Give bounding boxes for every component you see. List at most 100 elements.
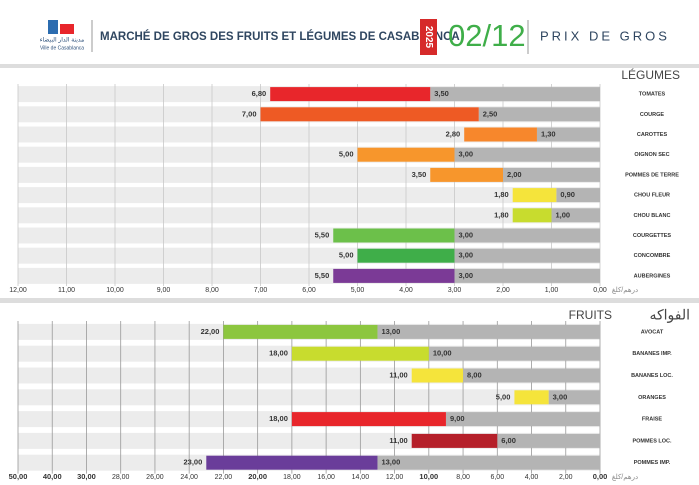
category-label: POMMES DE TERRE [625, 172, 679, 178]
row-bg [18, 389, 600, 406]
max-bar [357, 248, 455, 263]
min-bar [463, 368, 600, 383]
x-tick-label: 4,00 [525, 474, 539, 481]
min-bar [454, 228, 600, 243]
x-tick-label: 7,00 [254, 287, 268, 294]
max-bar [206, 455, 378, 470]
x-tick-label: 50,00 [9, 472, 28, 481]
max-bar [291, 346, 429, 361]
min-bar [445, 412, 600, 427]
max-bar [260, 107, 479, 122]
category-label: CHOU BLANC [634, 213, 671, 219]
min-bar [551, 208, 600, 223]
category-label: COURGE [640, 112, 664, 118]
divider [0, 64, 699, 68]
min-bar [478, 107, 600, 122]
max-value-label: 5,00 [339, 251, 354, 260]
x-tick-label: 14,00 [352, 474, 370, 481]
min-value-label: 9,00 [450, 414, 465, 423]
logo-ar: مدينة الدار البيضاء [40, 37, 85, 44]
max-value-label: 7,00 [242, 109, 257, 118]
max-bar [357, 147, 455, 162]
min-value-label: 13,00 [381, 327, 400, 336]
min-bar [430, 87, 600, 102]
x-tick-label: 24,00 [180, 474, 198, 481]
x-tick-label: 28,00 [112, 474, 130, 481]
x-tick-label: 1,00 [545, 287, 559, 294]
max-bar [223, 324, 378, 339]
max-bar [411, 368, 464, 383]
x-tick-label: 8,00 [205, 287, 219, 294]
x-tick-label: 16,00 [317, 474, 335, 481]
category-label: TOMATES [639, 92, 666, 98]
x-tick-label: 20,00 [248, 472, 267, 481]
x-tick-label: 10,00 [419, 472, 438, 481]
category-label: CAROTTES [637, 132, 668, 138]
max-bar [291, 412, 446, 427]
logo-mark [60, 24, 74, 34]
date: 02/12 [448, 18, 526, 53]
max-bar [333, 268, 455, 283]
max-value-label: 1,80 [494, 210, 509, 219]
min-value-label: 6,00 [501, 436, 516, 445]
x-tick-label: 8,00 [456, 474, 470, 481]
max-value-label: 5,00 [496, 392, 511, 401]
category-label: AVOCAT [641, 329, 664, 335]
x-tick-label: 6,00 [490, 474, 504, 481]
max-value-label: 23,00 [184, 458, 203, 467]
x-tick-label: 12,00 [9, 287, 27, 294]
max-value-label: 18,00 [269, 349, 288, 358]
year-box [420, 19, 437, 55]
x-tick-label: 2,00 [496, 287, 510, 294]
min-bar [454, 248, 600, 263]
logo-mark [48, 20, 58, 34]
category-label: FRAISE [642, 417, 663, 423]
min-bar [497, 433, 600, 448]
x-tick-label: 0,00 [593, 472, 608, 481]
min-bar [503, 167, 600, 182]
min-value-label: 3,00 [459, 271, 474, 280]
x-tick-label: 11,00 [58, 287, 75, 294]
divider [0, 298, 699, 303]
max-value-label: 3,50 [412, 170, 427, 179]
x-axis-label: درهم/كلغ [612, 473, 638, 481]
min-value-label: 3,50 [434, 89, 449, 98]
x-tick-label: 22,00 [215, 474, 233, 481]
min-bar [454, 147, 600, 162]
min-bar [377, 455, 600, 470]
header-subtitle: PRIX DE GROS [540, 28, 670, 43]
min-value-label: 3,00 [459, 251, 474, 260]
x-tick-label: 9,00 [157, 287, 171, 294]
x-tick-label: 26,00 [146, 474, 164, 481]
max-value-label: 1,80 [494, 190, 509, 199]
min-bar [536, 127, 600, 142]
min-value-label: 3,00 [459, 230, 474, 239]
max-bar [411, 433, 498, 448]
min-value-label: 13,00 [381, 458, 400, 467]
min-value-label: 3,00 [553, 392, 568, 401]
x-tick-label: 18,00 [283, 474, 301, 481]
x-tick-label: 0,00 [593, 287, 607, 294]
category-label: BANANES LOC. [631, 373, 673, 379]
max-value-label: 6,80 [252, 89, 267, 98]
max-bar [514, 390, 549, 405]
min-value-label: 2,50 [483, 109, 498, 118]
min-bar [377, 324, 600, 339]
x-tick-label: 12,00 [386, 474, 404, 481]
chart-title-ar: الفواكه [649, 307, 690, 324]
x-tick-label: 2,00 [559, 474, 573, 481]
max-value-label: 18,00 [269, 414, 288, 423]
x-tick-label: 5,00 [351, 287, 365, 294]
category-label: AUBERGINES [634, 273, 671, 279]
logo-fr: Ville de Casablanca [40, 45, 84, 51]
category-label: ORANGES [638, 395, 666, 401]
header-bg [0, 0, 699, 64]
min-value-label: 10,00 [433, 349, 452, 358]
min-bar [454, 268, 600, 283]
min-value-label: 8,00 [467, 370, 482, 379]
max-bar [430, 167, 503, 182]
max-bar [512, 188, 557, 203]
x-axis-label: درهم/كلغ [612, 286, 638, 294]
